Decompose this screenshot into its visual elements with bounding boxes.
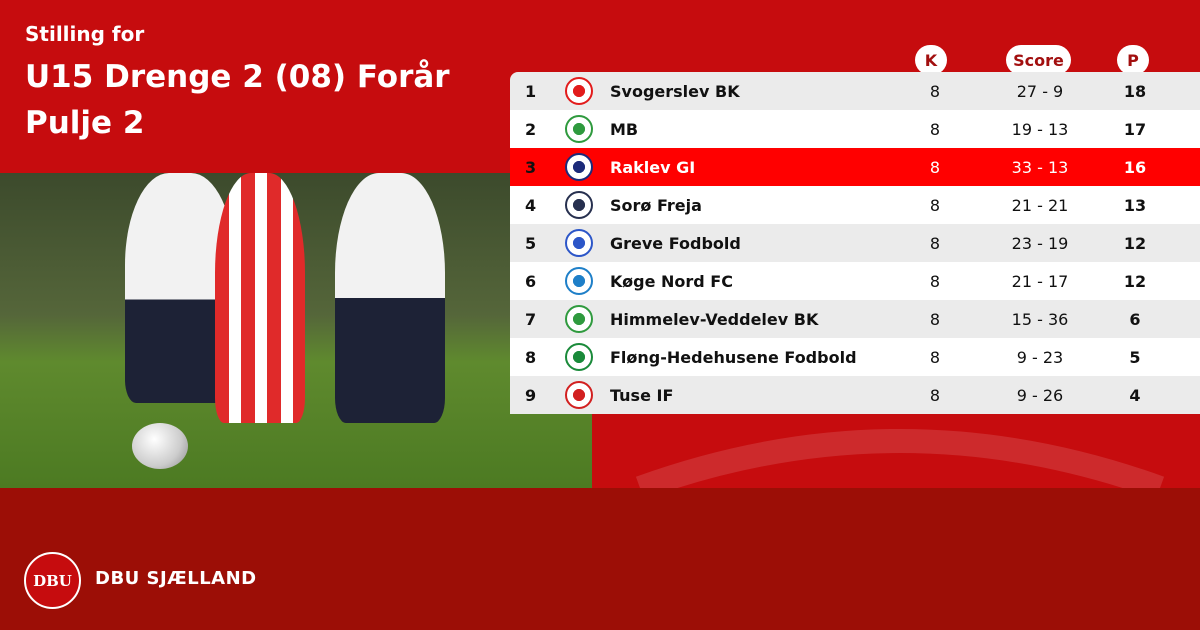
matches-played: 8 bbox=[929, 81, 941, 101]
points: 17 bbox=[1123, 119, 1147, 139]
position: 8 bbox=[525, 347, 537, 367]
logo-text: DBU bbox=[33, 571, 72, 590]
team-crest-icon bbox=[565, 267, 593, 295]
matches-played: 8 bbox=[929, 119, 941, 139]
team-name[interactable]: MB bbox=[610, 119, 639, 139]
team-name[interactable]: Himmelev-Veddelev BK bbox=[610, 309, 819, 329]
goal-score: 21 - 21 bbox=[1011, 195, 1069, 215]
goal-score: 33 - 13 bbox=[1011, 157, 1069, 177]
footer-band bbox=[0, 488, 1200, 630]
team-name[interactable]: Køge Nord FC bbox=[610, 271, 733, 291]
position: 7 bbox=[525, 309, 537, 329]
position: 9 bbox=[525, 385, 537, 405]
team-name[interactable]: Raklev GI bbox=[610, 157, 696, 177]
team-name[interactable]: Sorø Freja bbox=[610, 195, 702, 215]
position: 4 bbox=[525, 195, 537, 215]
matches-played: 8 bbox=[929, 157, 941, 177]
column-header-k[interactable]: K bbox=[915, 45, 947, 75]
watermark-logo bbox=[600, 414, 1200, 488]
brand-name: DBU SJÆLLAND bbox=[95, 568, 257, 589]
goal-score: 15 - 36 bbox=[1011, 309, 1069, 329]
matches-played: 8 bbox=[929, 309, 941, 329]
player bbox=[215, 173, 305, 423]
team-crest-icon bbox=[565, 153, 593, 181]
position: 6 bbox=[525, 271, 537, 291]
team-name[interactable]: Svogerslev BK bbox=[610, 81, 740, 101]
table-row[interactable]: 1 Svogerslev BK 8 27 - 9 18 bbox=[510, 72, 1200, 110]
matches-played: 8 bbox=[929, 233, 941, 253]
team-name[interactable]: Tuse IF bbox=[610, 385, 674, 405]
points: 16 bbox=[1123, 157, 1147, 177]
matches-played: 8 bbox=[929, 271, 941, 291]
position: 3 bbox=[525, 157, 537, 177]
ball bbox=[132, 423, 188, 469]
table-row[interactable]: 5 Greve Fodbold 8 23 - 19 12 bbox=[510, 224, 1200, 262]
dbu-logo: DBU bbox=[24, 552, 81, 609]
matches-played: 8 bbox=[929, 347, 941, 367]
team-crest-icon bbox=[565, 343, 593, 371]
table-row[interactable]: 6 Køge Nord FC 8 21 - 17 12 bbox=[510, 262, 1200, 300]
points: 5 bbox=[1129, 347, 1141, 367]
table-row[interactable]: 4 Sorø Freja 8 21 - 21 13 bbox=[510, 186, 1200, 224]
team-crest-icon bbox=[565, 229, 593, 257]
team-crest-icon bbox=[565, 305, 593, 333]
table-row[interactable]: 8 Fløng-Hedehusene Fodbold 8 9 - 23 5 bbox=[510, 338, 1200, 376]
player bbox=[335, 173, 445, 423]
team-crest-icon bbox=[565, 77, 593, 105]
points: 12 bbox=[1123, 271, 1147, 291]
standings-table: 1 Svogerslev BK 8 27 - 9 18 2 MB 8 19 - 1… bbox=[510, 72, 1200, 414]
position: 5 bbox=[525, 233, 537, 253]
team-crest-icon bbox=[565, 115, 593, 143]
page-title: Stilling for U15 Drenge 2 (08) Forår Pul… bbox=[25, 22, 450, 146]
table-row[interactable]: 7 Himmelev-Veddelev BK 8 15 - 36 6 bbox=[510, 300, 1200, 338]
position: 1 bbox=[525, 81, 537, 101]
table-row[interactable]: 9 Tuse IF 8 9 - 26 4 bbox=[510, 376, 1200, 414]
team-crest-icon bbox=[565, 191, 593, 219]
title-line-1: U15 Drenge 2 (08) Forår bbox=[25, 59, 450, 95]
table-row[interactable]: 2 MB 8 19 - 13 17 bbox=[510, 110, 1200, 148]
team-name[interactable]: Fløng-Hedehusene Fodbold bbox=[610, 347, 857, 367]
points: 6 bbox=[1129, 309, 1141, 329]
goal-score: 9 - 26 bbox=[1016, 385, 1064, 405]
goal-score: 9 - 23 bbox=[1016, 347, 1064, 367]
column-header-p[interactable]: P bbox=[1117, 45, 1149, 75]
team-crest-icon bbox=[565, 381, 593, 409]
points: 13 bbox=[1123, 195, 1147, 215]
goal-score: 21 - 17 bbox=[1011, 271, 1069, 291]
points: 12 bbox=[1123, 233, 1147, 253]
subtitle: Stilling for bbox=[25, 22, 145, 46]
table-row[interactable]: 3 Raklev GI 8 33 - 13 16 bbox=[510, 148, 1200, 186]
football-photo bbox=[0, 173, 592, 488]
position: 2 bbox=[525, 119, 537, 139]
matches-played: 8 bbox=[929, 385, 941, 405]
title-line-2: Pulje 2 bbox=[25, 105, 145, 141]
goal-score: 23 - 19 bbox=[1011, 233, 1069, 253]
points: 18 bbox=[1123, 81, 1147, 101]
goal-score: 27 - 9 bbox=[1016, 81, 1064, 101]
goal-score: 19 - 13 bbox=[1011, 119, 1069, 139]
points: 4 bbox=[1129, 385, 1141, 405]
matches-played: 8 bbox=[929, 195, 941, 215]
column-header-score[interactable]: Score bbox=[1006, 45, 1071, 75]
team-name[interactable]: Greve Fodbold bbox=[610, 233, 741, 253]
